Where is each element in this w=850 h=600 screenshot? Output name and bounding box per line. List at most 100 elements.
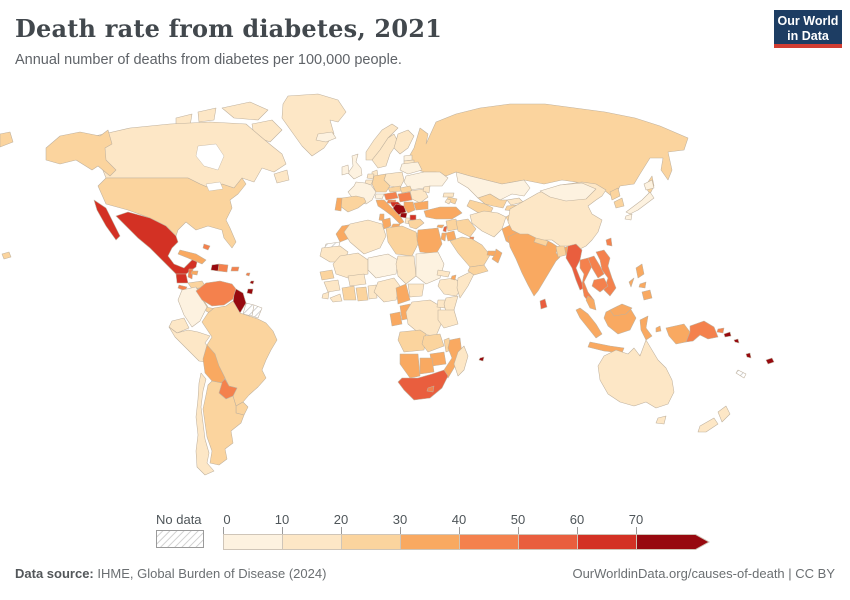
country-canada-newfoundland[interactable] — [273, 169, 290, 184]
country-ecuador[interactable] — [168, 317, 190, 334]
country-tanzania[interactable] — [437, 309, 459, 329]
country-turkey[interactable] — [423, 206, 463, 220]
country-botswana[interactable] — [419, 357, 435, 375]
country-moldova[interactable] — [422, 185, 431, 194]
country-australia-tasmania[interactable] — [655, 415, 667, 425]
country-egypt[interactable] — [416, 227, 443, 255]
country-norway[interactable] — [365, 123, 399, 161]
country-tunisia[interactable] — [381, 217, 392, 230]
country-barbados[interactable] — [249, 280, 255, 285]
country-car[interactable] — [407, 283, 425, 298]
legend-bin-30-40[interactable] — [400, 534, 460, 550]
country-benin[interactable] — [367, 284, 378, 300]
country-mozambique[interactable] — [443, 337, 463, 379]
country-cambodia[interactable] — [591, 277, 609, 293]
country-philippines-visayas[interactable] — [638, 281, 647, 289]
country-sierra-leone[interactable] — [321, 291, 330, 300]
country-algeria[interactable] — [343, 219, 387, 255]
legend-bin-20-30[interactable] — [341, 534, 401, 550]
country-malaysia-east[interactable] — [609, 303, 633, 317]
country-guatemala[interactable] — [175, 273, 189, 284]
country-kenya[interactable] — [443, 295, 459, 313]
country-taiwan[interactable] — [605, 237, 613, 247]
country-french-guiana[interactable] — [251, 304, 263, 319]
country-japan-honshu[interactable] — [625, 191, 655, 215]
legend-bin-60-70[interactable] — [577, 534, 637, 550]
country-vanuatu[interactable] — [745, 352, 752, 359]
country-lebanon[interactable] — [442, 225, 448, 233]
country-guinea[interactable] — [323, 279, 341, 293]
country-guadeloupe[interactable] — [245, 272, 251, 277]
country-switzerland[interactable] — [374, 193, 385, 200]
country-australia[interactable] — [597, 339, 675, 409]
country-oman[interactable] — [491, 248, 503, 264]
country-philippines-luzon[interactable] — [635, 263, 645, 279]
country-uzbekistan[interactable] — [477, 193, 508, 209]
country-djibouti[interactable] — [450, 274, 457, 281]
country-russia-chukotka-sliver[interactable] — [0, 131, 14, 148]
country-israel[interactable] — [440, 232, 447, 242]
country-philippines-mindanao[interactable] — [641, 289, 653, 301]
country-georgia[interactable] — [442, 192, 455, 198]
country-portugal[interactable] — [334, 197, 343, 212]
country-canada-arctic1[interactable] — [221, 101, 269, 121]
country-armenia[interactable] — [444, 198, 452, 205]
country-trinidad[interactable] — [246, 288, 254, 295]
legend-bin-70-plus[interactable] — [636, 534, 711, 550]
country-austria[interactable] — [383, 191, 399, 201]
country-bangladesh[interactable] — [555, 244, 567, 258]
country-usa-alaska[interactable] — [45, 129, 117, 177]
country-ghana[interactable] — [355, 286, 369, 302]
country-gabon[interactable] — [389, 311, 403, 327]
country-eritrea[interactable] — [436, 269, 451, 278]
legend-no-data[interactable]: No data — [156, 512, 204, 548]
country-belarus[interactable] — [399, 161, 423, 175]
country-puerto-rico[interactable] — [230, 266, 240, 272]
world-map[interactable] — [0, 90, 850, 514]
country-czechia[interactable] — [387, 185, 403, 193]
country-saudi-arabia[interactable] — [449, 236, 491, 268]
country-niger[interactable] — [367, 253, 399, 279]
country-bahamas[interactable] — [202, 243, 211, 251]
country-united-kingdom[interactable] — [347, 153, 363, 180]
country-south-africa[interactable] — [397, 369, 449, 401]
country-north-macedonia[interactable] — [409, 214, 417, 221]
country-romania[interactable] — [409, 188, 429, 204]
country-suriname[interactable] — [242, 302, 255, 317]
country-madagascar[interactable] — [453, 345, 469, 377]
country-new-zealand-south[interactable] — [697, 417, 719, 433]
country-kazakhstan[interactable] — [455, 171, 531, 201]
country-greenland[interactable] — [281, 93, 347, 157]
country-libya[interactable] — [385, 225, 419, 257]
country-finland[interactable] — [393, 129, 415, 155]
country-new-caledonia[interactable] — [735, 369, 747, 379]
country-japan-kyushu[interactable] — [624, 213, 633, 221]
country-senegal[interactable] — [319, 269, 335, 281]
country-usa-hawaii[interactable] — [1, 251, 12, 260]
country-fiji[interactable] — [765, 357, 775, 365]
country-dominican-republic[interactable] — [217, 263, 229, 273]
country-north-korea[interactable] — [609, 187, 621, 201]
country-greece[interactable] — [407, 218, 425, 230]
country-laos[interactable] — [587, 255, 605, 279]
country-chile[interactable] — [195, 372, 215, 476]
country-chad[interactable] — [395, 255, 417, 285]
country-jamaica[interactable] — [190, 270, 199, 276]
country-south-korea[interactable] — [613, 197, 625, 209]
country-spain[interactable] — [339, 195, 367, 213]
country-ireland[interactable] — [341, 164, 350, 176]
country-bulgaria[interactable] — [413, 200, 429, 211]
credit-link[interactable]: OurWorldinData.org/causes-of-death | CC … — [572, 566, 835, 581]
country-netherlands[interactable] — [366, 173, 375, 180]
legend-color-scale[interactable]: 0 10 20 30 40 50 60 70 — [223, 512, 723, 552]
country-italy[interactable] — [375, 199, 405, 225]
country-mauritius[interactable] — [478, 356, 485, 362]
country-indonesia-sumatra[interactable] — [575, 307, 603, 339]
legend-no-data-swatch[interactable] — [156, 530, 204, 548]
country-philippines-palawan[interactable] — [628, 277, 635, 288]
owid-logo[interactable]: Our World in Data — [774, 10, 842, 48]
country-indonesia-sulawesi[interactable] — [639, 315, 653, 341]
country-japan-hokkaido[interactable] — [643, 179, 655, 191]
country-malaysia[interactable] — [585, 295, 597, 311]
country-argentina[interactable] — [202, 380, 245, 466]
